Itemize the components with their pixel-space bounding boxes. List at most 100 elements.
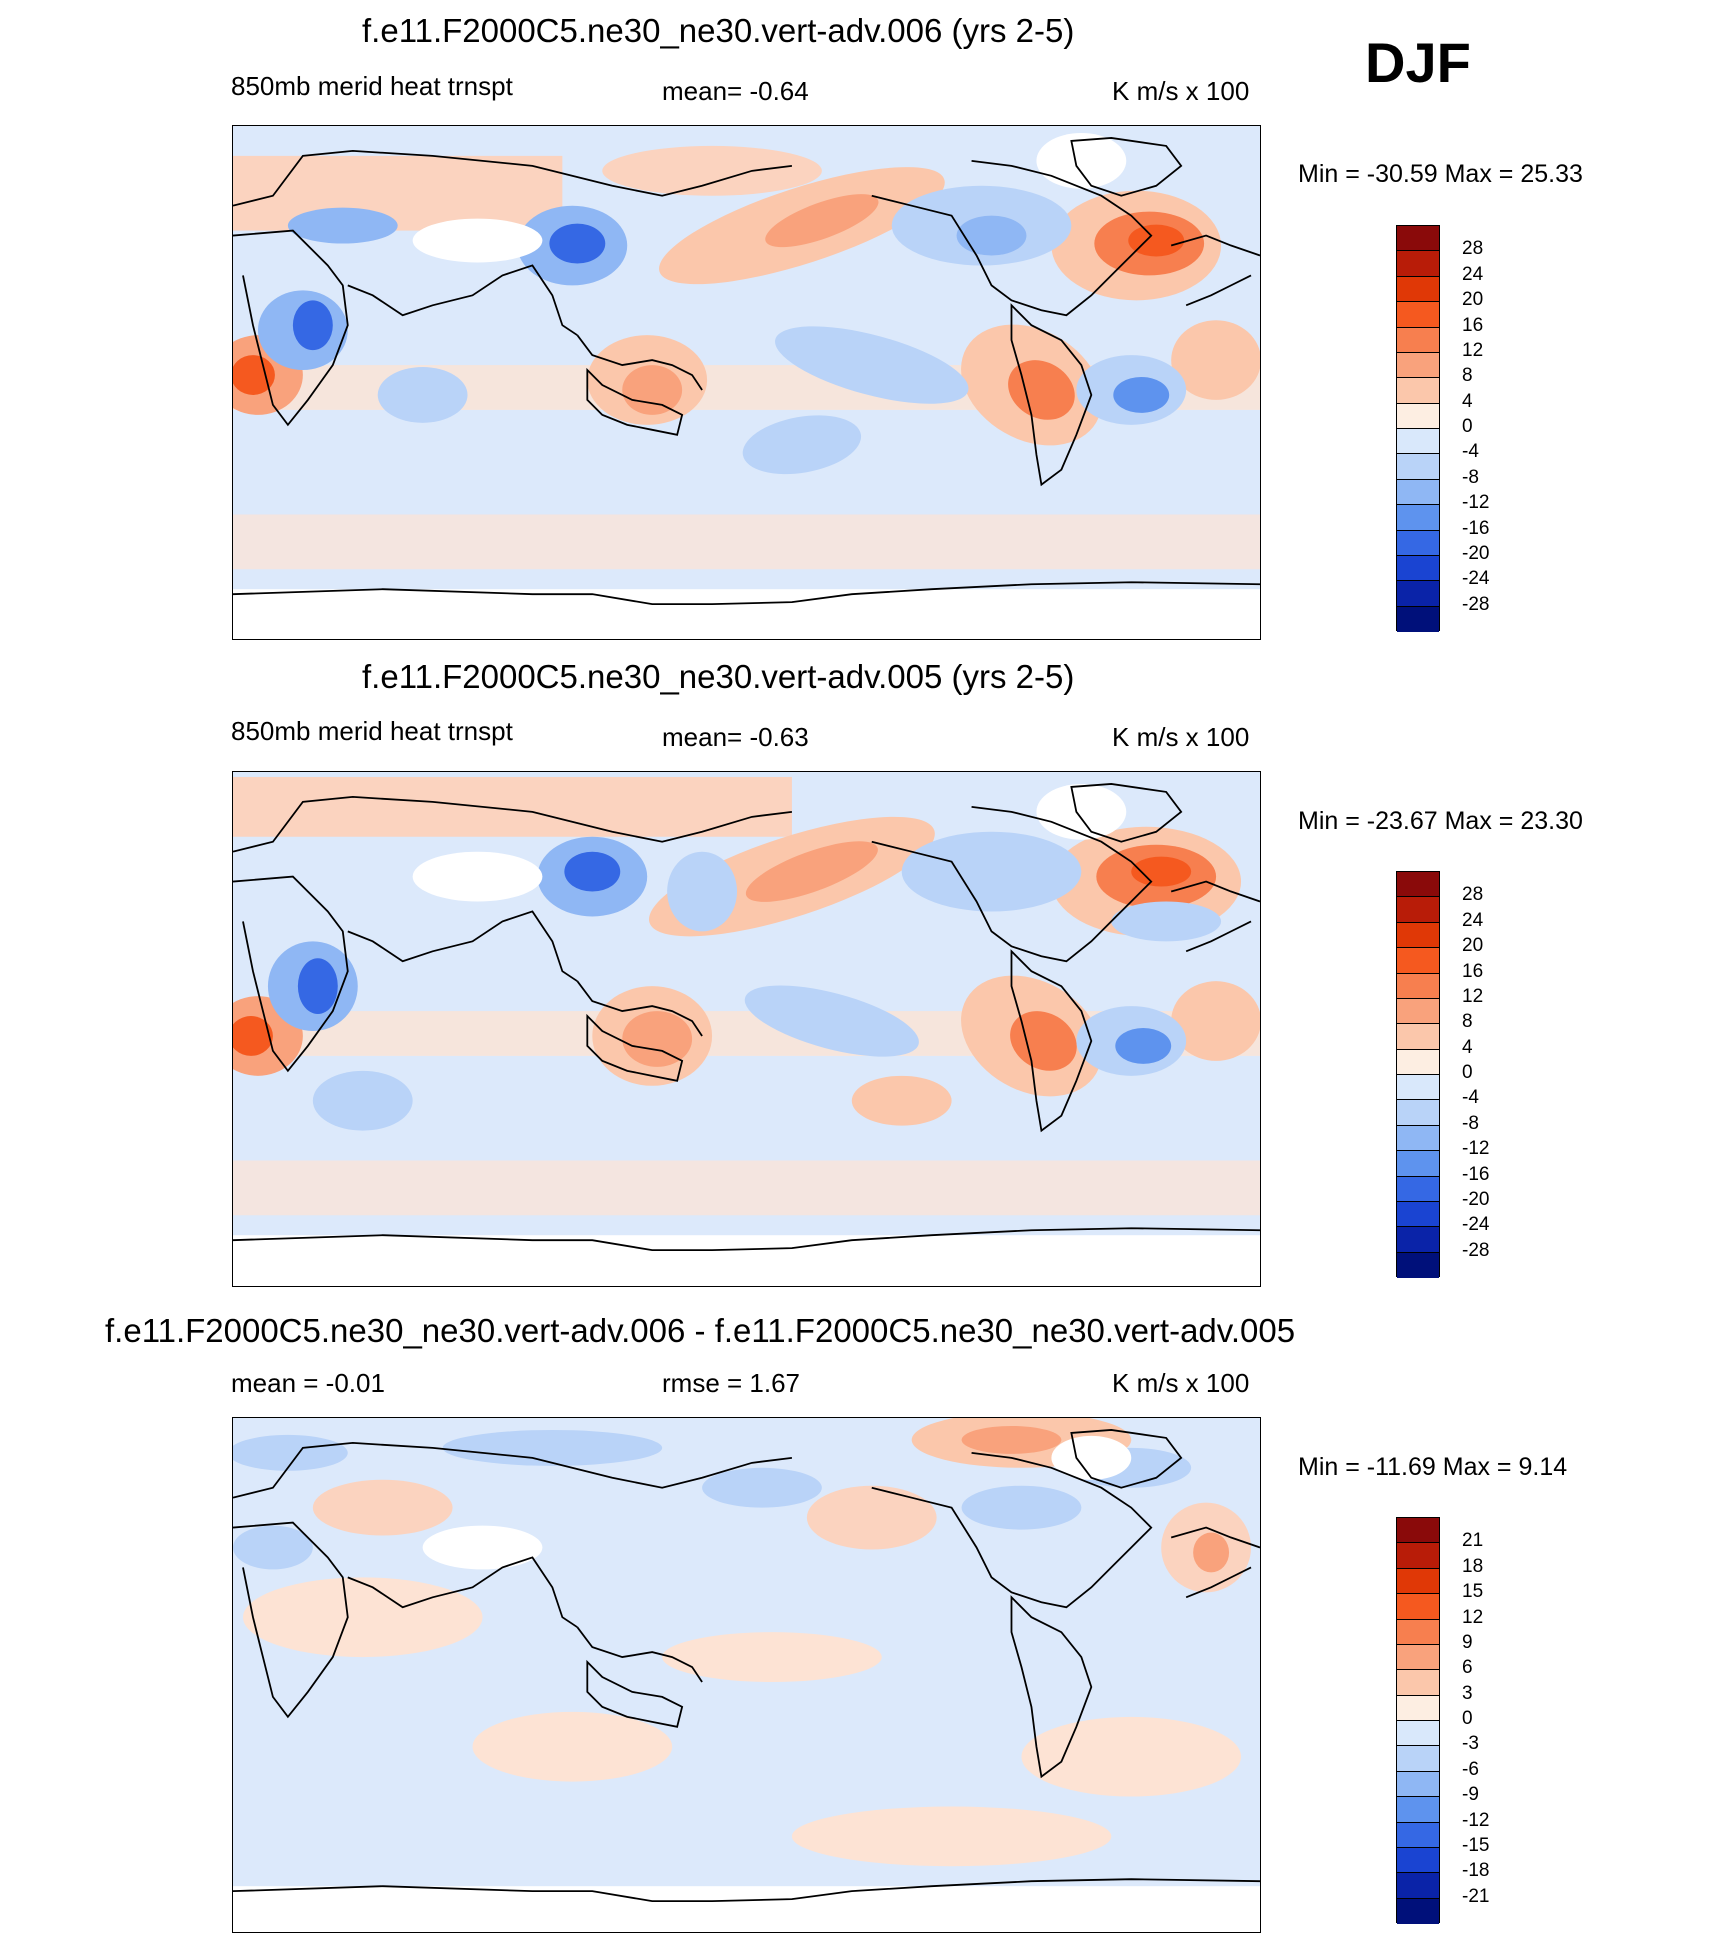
colorbar-box bbox=[1397, 352, 1439, 379]
colorbar-box bbox=[1397, 1201, 1439, 1228]
colorbar-box bbox=[1397, 1594, 1439, 1620]
colorbar-tick-label: -12 bbox=[1462, 1809, 1490, 1831]
colorbar-box bbox=[1397, 581, 1439, 607]
panel-3-mean-label: mean = -0.01 bbox=[231, 1368, 385, 1398]
colorbar-box bbox=[1397, 1695, 1439, 1721]
colorbar-box bbox=[1397, 226, 1439, 252]
panel-3-map-svg bbox=[233, 1418, 1260, 1932]
colorbar-box bbox=[1397, 922, 1439, 949]
colorbar-box bbox=[1397, 429, 1439, 455]
colorbar-box bbox=[1397, 1746, 1439, 1772]
colorbar-tick-label: 6 bbox=[1462, 1657, 1473, 1679]
colorbar-box bbox=[1397, 1227, 1439, 1253]
colorbar-tick-label: -8 bbox=[1462, 466, 1479, 488]
colorbar-tick-label: -15 bbox=[1462, 1834, 1490, 1856]
panel-2-map bbox=[232, 771, 1261, 1287]
colorbar-tick-label: 28 bbox=[1462, 238, 1484, 260]
colorbar-tick-label: -20 bbox=[1462, 542, 1490, 564]
colorbar-box bbox=[1397, 530, 1439, 556]
panel-3-minmax: Min = -11.69 Max = 9.14 bbox=[1298, 1453, 1568, 1481]
colorbar-tick-label: 8 bbox=[1462, 1011, 1473, 1033]
colorbar-tick-label: -9 bbox=[1462, 1784, 1479, 1806]
colorbar-box bbox=[1397, 276, 1439, 303]
colorbar-box bbox=[1397, 302, 1439, 328]
colorbar-box bbox=[1397, 1670, 1439, 1696]
colorbar-box bbox=[1397, 403, 1439, 429]
colorbar-tick-label: -20 bbox=[1462, 1188, 1490, 1210]
colorbar-box bbox=[1397, 479, 1439, 506]
colorbar-tick-label: 8 bbox=[1462, 365, 1473, 387]
colorbar-box bbox=[1397, 555, 1439, 582]
colorbar-tick-label: 3 bbox=[1462, 1682, 1473, 1704]
colorbar-box bbox=[1397, 1898, 1439, 1924]
colorbar-tick-label: 21 bbox=[1462, 1530, 1484, 1552]
colorbar-box bbox=[1397, 1176, 1439, 1202]
colorbar-box bbox=[1397, 872, 1439, 898]
colorbar-tick-label: 4 bbox=[1462, 1036, 1473, 1058]
colorbar-box bbox=[1397, 1125, 1439, 1152]
colorbar-box bbox=[1397, 505, 1439, 531]
colorbar-box bbox=[1397, 973, 1439, 999]
colorbar-box bbox=[1397, 1644, 1439, 1671]
colorbar-box bbox=[1397, 1873, 1439, 1899]
colorbar-tick-label: 0 bbox=[1462, 1062, 1473, 1083]
colorbar-tick-label: -16 bbox=[1462, 517, 1490, 539]
colorbar-tick-label: 0 bbox=[1462, 416, 1473, 437]
panel-3-rmse-label: rmse = 1.67 bbox=[662, 1368, 801, 1398]
colorbar-tick-label: -18 bbox=[1462, 1860, 1490, 1882]
colorbar-box bbox=[1397, 251, 1439, 277]
colorbar-tick-label: -6 bbox=[1462, 1758, 1479, 1780]
panel-1-mean-label: mean= -0.64 bbox=[662, 76, 809, 106]
panel-2-colorbar bbox=[1396, 871, 1440, 1278]
colorbar-tick-label: -16 bbox=[1462, 1163, 1490, 1185]
colorbar-box bbox=[1397, 327, 1439, 353]
panel-1-variable-label: 850mb merid heat trnspt bbox=[231, 71, 513, 101]
colorbar-tick-label: -12 bbox=[1462, 1138, 1490, 1160]
colorbar-tick-label: 16 bbox=[1462, 960, 1484, 982]
panel-3-colorbar bbox=[1396, 1517, 1440, 1924]
panel-1-units-label: K m/s x 100 bbox=[1112, 76, 1250, 106]
season-label: DJF bbox=[1365, 31, 1471, 94]
colorbar-tick-label: -28 bbox=[1462, 593, 1490, 615]
colorbar-box bbox=[1397, 897, 1439, 923]
colorbar-tick-label: 20 bbox=[1462, 935, 1484, 957]
colorbar-tick-label: 15 bbox=[1462, 1581, 1484, 1603]
colorbar-box bbox=[1397, 948, 1439, 974]
colorbar-tick-label: -4 bbox=[1462, 441, 1479, 463]
panel-2-units-label: K m/s x 100 bbox=[1112, 722, 1250, 752]
panel-2-title: f.e11.F2000C5.ne30_ne30.vert-adv.005 (yr… bbox=[362, 658, 1075, 695]
colorbar-box bbox=[1397, 1568, 1439, 1595]
colorbar-tick-label: 12 bbox=[1462, 985, 1484, 1007]
colorbar-box bbox=[1397, 1797, 1439, 1823]
colorbar-tick-label: -3 bbox=[1462, 1733, 1479, 1755]
colorbar-box bbox=[1397, 998, 1439, 1025]
colorbar-box bbox=[1397, 1619, 1439, 1645]
colorbar-tick-label: 24 bbox=[1462, 263, 1484, 285]
panel-1-colorbar bbox=[1396, 225, 1440, 632]
panel-3-map bbox=[232, 1417, 1261, 1933]
panel-1-minmax: Min = -30.59 Max = 25.33 bbox=[1298, 160, 1583, 188]
colorbar-tick-label: -4 bbox=[1462, 1087, 1479, 1109]
colorbar-box bbox=[1397, 1771, 1439, 1798]
panel-2-map-svg bbox=[233, 772, 1260, 1286]
colorbar-tick-label: -24 bbox=[1462, 1214, 1490, 1236]
colorbar-tick-label: 28 bbox=[1462, 884, 1484, 906]
panel-3-title: f.e11.F2000C5.ne30_ne30.vert-adv.006 - f… bbox=[105, 1312, 1296, 1349]
colorbar-box bbox=[1397, 1543, 1439, 1569]
colorbar-tick-label: 12 bbox=[1462, 339, 1484, 361]
panel-1-map bbox=[232, 125, 1261, 640]
colorbar-box bbox=[1397, 1252, 1439, 1278]
colorbar-tick-label: 9 bbox=[1462, 1631, 1473, 1653]
panel-1-title: f.e11.F2000C5.ne30_ne30.vert-adv.006 (yr… bbox=[362, 12, 1075, 49]
colorbar-box bbox=[1397, 1518, 1439, 1544]
colorbar-box bbox=[1397, 1847, 1439, 1874]
colorbar-tick-label: 0 bbox=[1462, 1708, 1473, 1729]
colorbar-tick-label: 24 bbox=[1462, 909, 1484, 931]
panel-2-variable-label: 850mb merid heat trnspt bbox=[231, 716, 513, 746]
panel-2-mean-label: mean= -0.63 bbox=[662, 722, 809, 752]
colorbar-box bbox=[1397, 1075, 1439, 1101]
panel-1-map-svg bbox=[233, 126, 1260, 639]
colorbar-tick-label: 12 bbox=[1462, 1606, 1484, 1628]
colorbar-tick-label: -8 bbox=[1462, 1112, 1479, 1134]
colorbar-tick-label: 4 bbox=[1462, 390, 1473, 412]
